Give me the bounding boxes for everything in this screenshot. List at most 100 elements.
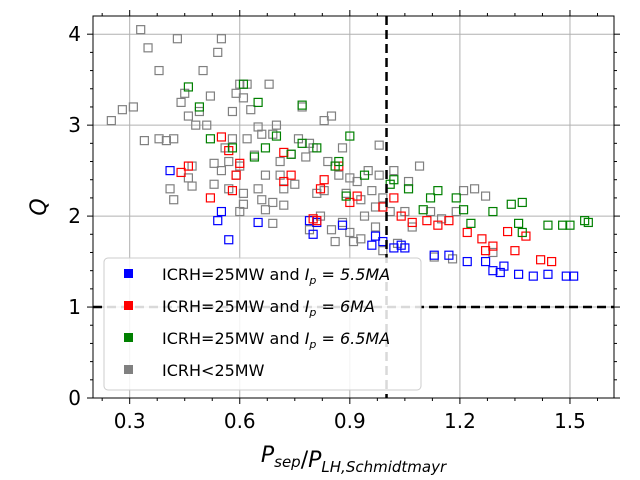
data-point <box>286 170 296 180</box>
data-point <box>253 184 263 194</box>
data-point <box>389 193 399 203</box>
data-point <box>422 216 432 226</box>
data-point <box>106 115 116 126</box>
data-point <box>216 132 227 142</box>
data-point <box>330 236 340 247</box>
data-point <box>480 256 491 267</box>
data-point <box>458 205 469 215</box>
data-point <box>337 220 348 230</box>
data-point <box>238 79 249 89</box>
legend-marker <box>124 365 133 374</box>
data-point <box>271 120 282 130</box>
data-point <box>191 120 201 130</box>
data-point <box>477 234 487 244</box>
x-axis-label: Psep/PLH,Schmidtmayr <box>261 443 447 476</box>
data-point <box>429 252 439 262</box>
tick-labels: 0.3 0.6 0.9 1.2 1.5 0 1 2 3 4 <box>68 22 586 433</box>
data-point <box>209 158 219 168</box>
data-point <box>370 202 381 212</box>
x-tick-label: 0.9 <box>334 409 366 433</box>
data-point <box>253 97 263 108</box>
data-point <box>176 97 186 108</box>
data-point <box>216 206 227 217</box>
data-point <box>352 176 362 187</box>
data-point <box>433 186 443 196</box>
data-point <box>260 205 271 215</box>
data-point <box>161 136 171 146</box>
legend-entry: ICRH=25MW and Ip = 6.5MA <box>162 329 390 351</box>
data-point <box>183 82 193 92</box>
data-point <box>429 250 439 260</box>
data-point <box>183 161 193 171</box>
data-point <box>444 216 454 226</box>
data-point <box>389 175 399 185</box>
data-point <box>231 170 241 180</box>
plot-frame <box>92 15 615 399</box>
data-point <box>367 186 377 196</box>
data-point <box>271 131 282 141</box>
data-point <box>444 250 454 260</box>
data-point <box>425 206 436 217</box>
data-point <box>345 131 355 141</box>
data-point <box>187 181 197 191</box>
legend-marker <box>124 269 133 278</box>
data-point <box>352 191 362 201</box>
data-point <box>414 161 425 171</box>
data-point <box>169 134 179 144</box>
data-point <box>389 166 399 176</box>
data-point <box>297 102 307 112</box>
data-point <box>290 179 300 189</box>
series-group <box>165 166 579 281</box>
data-point <box>510 246 520 256</box>
data-point <box>418 205 428 215</box>
data-point <box>403 184 414 194</box>
data-point <box>480 191 491 201</box>
data-point <box>136 25 146 35</box>
data-point <box>205 193 216 203</box>
data-point <box>275 156 285 167</box>
data-point <box>565 220 575 230</box>
data-point <box>451 206 461 217</box>
legend-entry: ICRH<25MW <box>162 361 265 380</box>
data-point <box>462 256 472 267</box>
data-point <box>297 100 307 110</box>
data-point <box>315 184 326 194</box>
data-point <box>279 200 289 210</box>
data-point <box>370 222 381 232</box>
data-point <box>451 193 461 203</box>
legend-box <box>103 257 422 391</box>
legend-entry: ICRH=25MW and Ip = 5.5MA <box>162 265 390 287</box>
data-point <box>209 179 219 189</box>
data-point <box>425 193 436 203</box>
data-point <box>506 199 516 209</box>
data-point <box>202 120 212 130</box>
data-point <box>257 129 267 139</box>
x-tick-label: 0.3 <box>114 409 146 433</box>
data-point <box>242 134 252 144</box>
data-point <box>583 217 593 228</box>
data-point <box>407 217 417 228</box>
series-group <box>106 25 498 264</box>
data-point <box>374 140 384 150</box>
data-point <box>139 136 149 146</box>
data-point <box>547 256 557 267</box>
data-point <box>396 211 406 221</box>
data-point <box>374 170 384 180</box>
data-point <box>488 247 498 258</box>
data-point <box>319 175 329 185</box>
data-point <box>249 150 260 160</box>
data-point <box>345 227 355 238</box>
axis-ticks <box>87 10 620 404</box>
data-point <box>488 266 498 276</box>
data-point <box>378 193 388 203</box>
data-point <box>165 184 175 194</box>
legend-marker <box>124 333 133 342</box>
data-point <box>194 102 205 112</box>
data-point <box>458 186 469 196</box>
data-point <box>348 236 359 247</box>
data-point <box>224 235 234 245</box>
data-point <box>227 106 238 117</box>
data-point <box>356 234 366 244</box>
data-point <box>246 105 256 115</box>
